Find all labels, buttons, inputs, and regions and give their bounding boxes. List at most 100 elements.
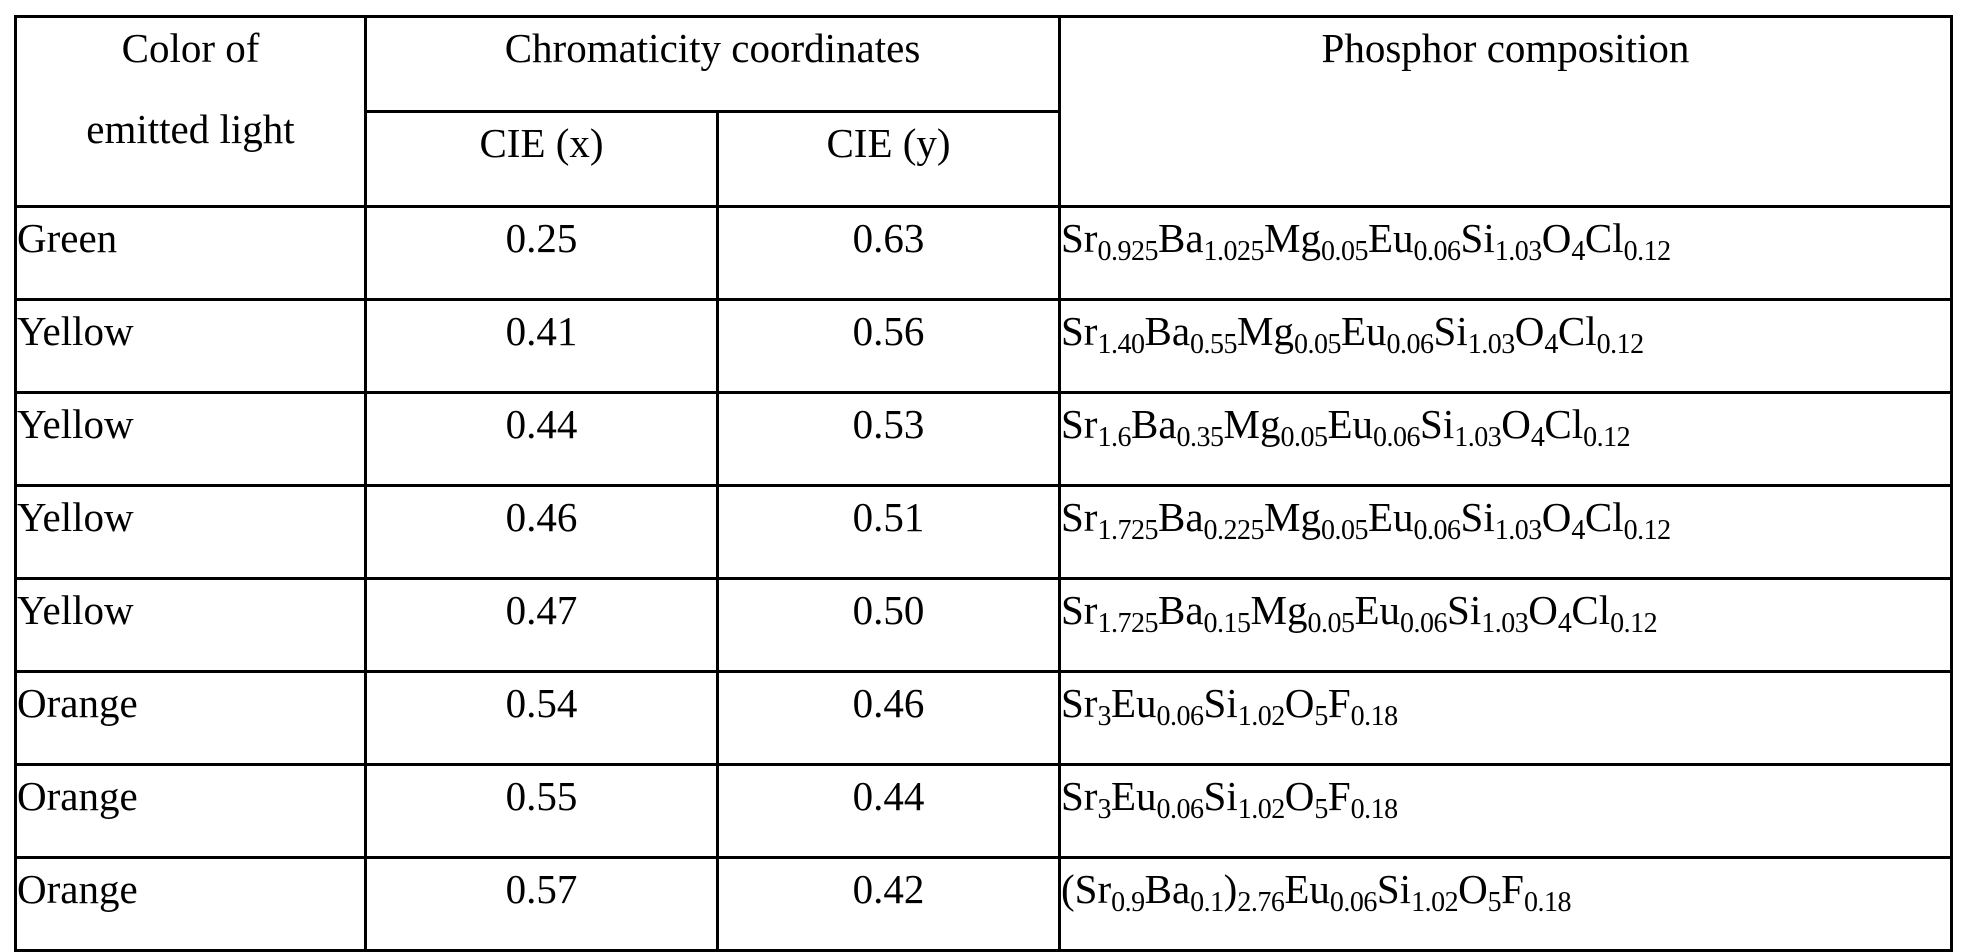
cell-color: Orange [16,765,366,858]
cell-cie-y: 0.63 [718,207,1060,300]
formula-element: O [1542,215,1572,261]
header-color-line2: emitted light [17,109,364,150]
formula-subscript: 0.12 [1624,515,1671,546]
formula-subscript: 3 [1097,794,1111,825]
formula-subscript: 0.925 [1097,236,1158,267]
table-row: Orange 0.57 0.42 (Sr0.9Ba0.1)2.76Eu0.06S… [16,858,1952,951]
formula-subscript: 1.03 [1495,515,1542,546]
formula-element: Eu [1368,494,1414,540]
formula-subscript: 0.12 [1583,422,1630,453]
formula-subscript: 0.12 [1624,236,1671,267]
cell-color: Yellow [16,393,366,486]
formula-element: Si [1434,308,1468,354]
formula-element: Sr [1061,401,1097,447]
formula-subscript: 4 [1571,515,1585,546]
formula-element: Ba [1158,494,1204,540]
formula-subscript: 0.18 [1351,794,1398,825]
formula-element: Sr [1061,308,1097,354]
formula-subscript: 0.55 [1190,329,1237,360]
formula-element: Sr [1061,494,1097,540]
formula-element: Sr [1061,587,1097,633]
formula-subscript: 0.05 [1321,515,1368,546]
table-row: Yellow 0.41 0.56 Sr1.40Ba0.55Mg0.05Eu0.0… [16,300,1952,393]
formula-element: Si [1377,866,1411,912]
formula-element: Eu [1341,308,1387,354]
table-row: Yellow 0.44 0.53 Sr1.6Ba0.35Mg0.05Eu0.06… [16,393,1952,486]
header-cie-y: CIE (y) [718,112,1060,207]
formula-subscript: 0.06 [1330,887,1377,918]
formula-subscript: 0.06 [1414,236,1461,267]
formula-subscript: 0.35 [1177,422,1224,453]
formula-element: Mg [1264,215,1321,261]
formula-subscript: 0.225 [1204,515,1265,546]
formula-element: Mg [1224,401,1281,447]
formula-subscript: 0.05 [1280,422,1327,453]
formula-element: O [1501,401,1531,447]
formula-subscript: 1.025 [1204,236,1265,267]
formula-element: O [1285,680,1315,726]
formula-subscript: 0.9 [1111,887,1145,918]
formula-element: F [1328,773,1351,819]
cell-cie-y: 0.53 [718,393,1060,486]
cell-color: Orange [16,858,366,951]
cell-cie-y: 0.46 [718,672,1060,765]
formula-element: Mg [1237,308,1294,354]
formula-element: F [1501,866,1524,912]
formula-subscript: 1.725 [1097,515,1158,546]
cell-composition: Sr1.40Ba0.55Mg0.05Eu0.06Si1.03O4Cl0.12 [1060,300,1952,393]
formula-subscript: 0.18 [1351,701,1398,732]
table-row: Orange 0.55 0.44 Sr3Eu0.06Si1.02O5F0.18 [16,765,1952,858]
formula-subscript: 4 [1558,608,1572,639]
formula-element: Si [1204,773,1238,819]
formula-element: Cl [1571,587,1610,633]
table-row: Orange 0.54 0.46 Sr3Eu0.06Si1.02O5F0.18 [16,672,1952,765]
formula-element: Ba [1145,866,1191,912]
cell-composition: Sr0.925Ba1.025Mg0.05Eu0.06Si1.03O4Cl0.12 [1060,207,1952,300]
formula-subscript: 1.6 [1097,422,1131,453]
formula-element: Eu [1354,587,1400,633]
cell-composition: Sr1.6Ba0.35Mg0.05Eu0.06Si1.03O4Cl0.12 [1060,393,1952,486]
formula-subscript: 1.03 [1454,422,1501,453]
phosphor-table: Color of emitted light Chromaticity coor… [14,15,1953,952]
cell-color: Yellow [16,579,366,672]
cell-composition: Sr1.725Ba0.225Mg0.05Eu0.06Si1.03O4Cl0.12 [1060,486,1952,579]
formula-subscript: 0.06 [1157,701,1204,732]
cell-cie-y: 0.44 [718,765,1060,858]
formula-subscript: 0.15 [1204,608,1251,639]
formula-subscript: 0.06 [1373,422,1420,453]
cell-cie-x: 0.41 [366,300,718,393]
formula-element: Eu [1111,773,1157,819]
formula-element: Ba [1131,401,1177,447]
formula-subscript: 0.12 [1597,329,1644,360]
formula-subscript: 0.05 [1321,236,1368,267]
formula-element: Ba [1158,587,1204,633]
formula-element: O [1542,494,1572,540]
formula-element: Cl [1544,401,1583,447]
formula-subscript: 1.40 [1097,329,1144,360]
cell-color: Orange [16,672,366,765]
formula-subscript: 5 [1488,887,1502,918]
formula-subscript: 0.12 [1610,608,1657,639]
formula-subscript: 0.1 [1190,887,1224,918]
formula-subscript: 1.02 [1411,887,1458,918]
cell-composition: (Sr0.9Ba0.1)2.76Eu0.06Si1.02O5F0.18 [1060,858,1952,951]
formula-element: Cl [1585,215,1624,261]
cell-color: Green [16,207,366,300]
cell-cie-x: 0.44 [366,393,718,486]
cell-cie-y: 0.51 [718,486,1060,579]
formula-element: Eu [1111,680,1157,726]
cell-cie-y: 0.56 [718,300,1060,393]
formula-element: Si [1204,680,1238,726]
formula-subscript: 0.05 [1294,329,1341,360]
formula-element: Si [1420,401,1454,447]
cell-cie-x: 0.46 [366,486,718,579]
formula-element: Eu [1284,866,1330,912]
cell-composition: Sr3Eu0.06Si1.02O5F0.18 [1060,765,1952,858]
header-chromaticity-coordinates: Chromaticity coordinates [366,17,1060,112]
formula-element: O [1285,773,1315,819]
formula-element: Cl [1558,308,1597,354]
formula-subscript: 0.06 [1387,329,1434,360]
formula-element: Si [1447,587,1481,633]
cell-cie-x: 0.57 [366,858,718,951]
formula-element: ) [1224,866,1238,912]
